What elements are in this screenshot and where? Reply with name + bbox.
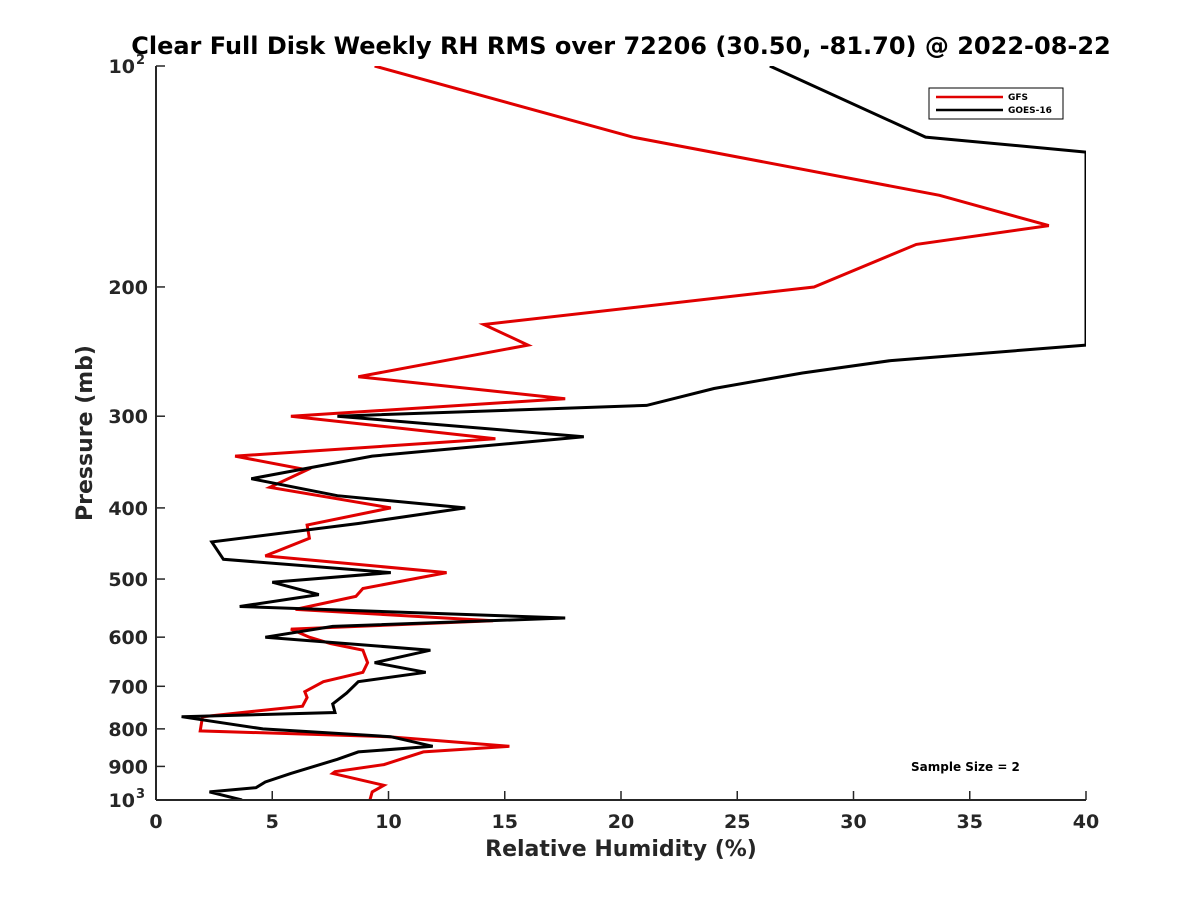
y-tick-label: 800 xyxy=(108,719,148,741)
x-ticks: 0 5 10 15 20 25 30 35 40 xyxy=(149,791,1099,833)
series-line-gfs xyxy=(198,66,1050,800)
series-line-goes16 xyxy=(181,66,1086,800)
axes xyxy=(155,66,1086,801)
y-tick-label: 600 xyxy=(108,627,148,649)
x-tick-label: 35 xyxy=(957,811,983,833)
x-tick-label: 20 xyxy=(608,811,634,833)
x-tick-label: 0 xyxy=(149,811,162,833)
y-tick-exponent: 3 xyxy=(136,787,145,802)
legend: GFS GOES-16 xyxy=(928,87,1064,120)
y-tick-label: 10 xyxy=(109,56,135,78)
y-tick-label: 900 xyxy=(108,756,148,778)
y-tick-label: 400 xyxy=(108,498,148,520)
x-tick-label: 25 xyxy=(724,811,750,833)
x-tick-label: 40 xyxy=(1073,811,1099,833)
series-layer xyxy=(181,66,1086,800)
chart-title: Clear Full Disk Weekly RH RMS over 72206… xyxy=(131,32,1111,60)
y-axis-label: Pressure (mb) xyxy=(73,345,98,521)
y-tick-label: 10 xyxy=(109,790,135,812)
legend-label-gfs: GFS xyxy=(1008,93,1028,103)
sample-size-annotation: Sample Size = 2 xyxy=(911,760,1020,774)
legend-label-goes16: GOES-16 xyxy=(1008,106,1052,116)
y-tick-label: 300 xyxy=(108,406,148,428)
x-tick-label: 15 xyxy=(492,811,518,833)
x-axis-label: Relative Humidity (%) xyxy=(485,837,757,862)
y-tick-exponent: 2 xyxy=(136,53,145,68)
x-tick-label: 10 xyxy=(375,811,401,833)
y-tick-label: 700 xyxy=(108,676,148,698)
y-tick-label: 500 xyxy=(108,569,148,591)
x-tick-label: 5 xyxy=(266,811,279,833)
y-tick-label: 200 xyxy=(108,277,148,299)
x-tick-label: 30 xyxy=(840,811,866,833)
legend-box xyxy=(928,87,1064,120)
